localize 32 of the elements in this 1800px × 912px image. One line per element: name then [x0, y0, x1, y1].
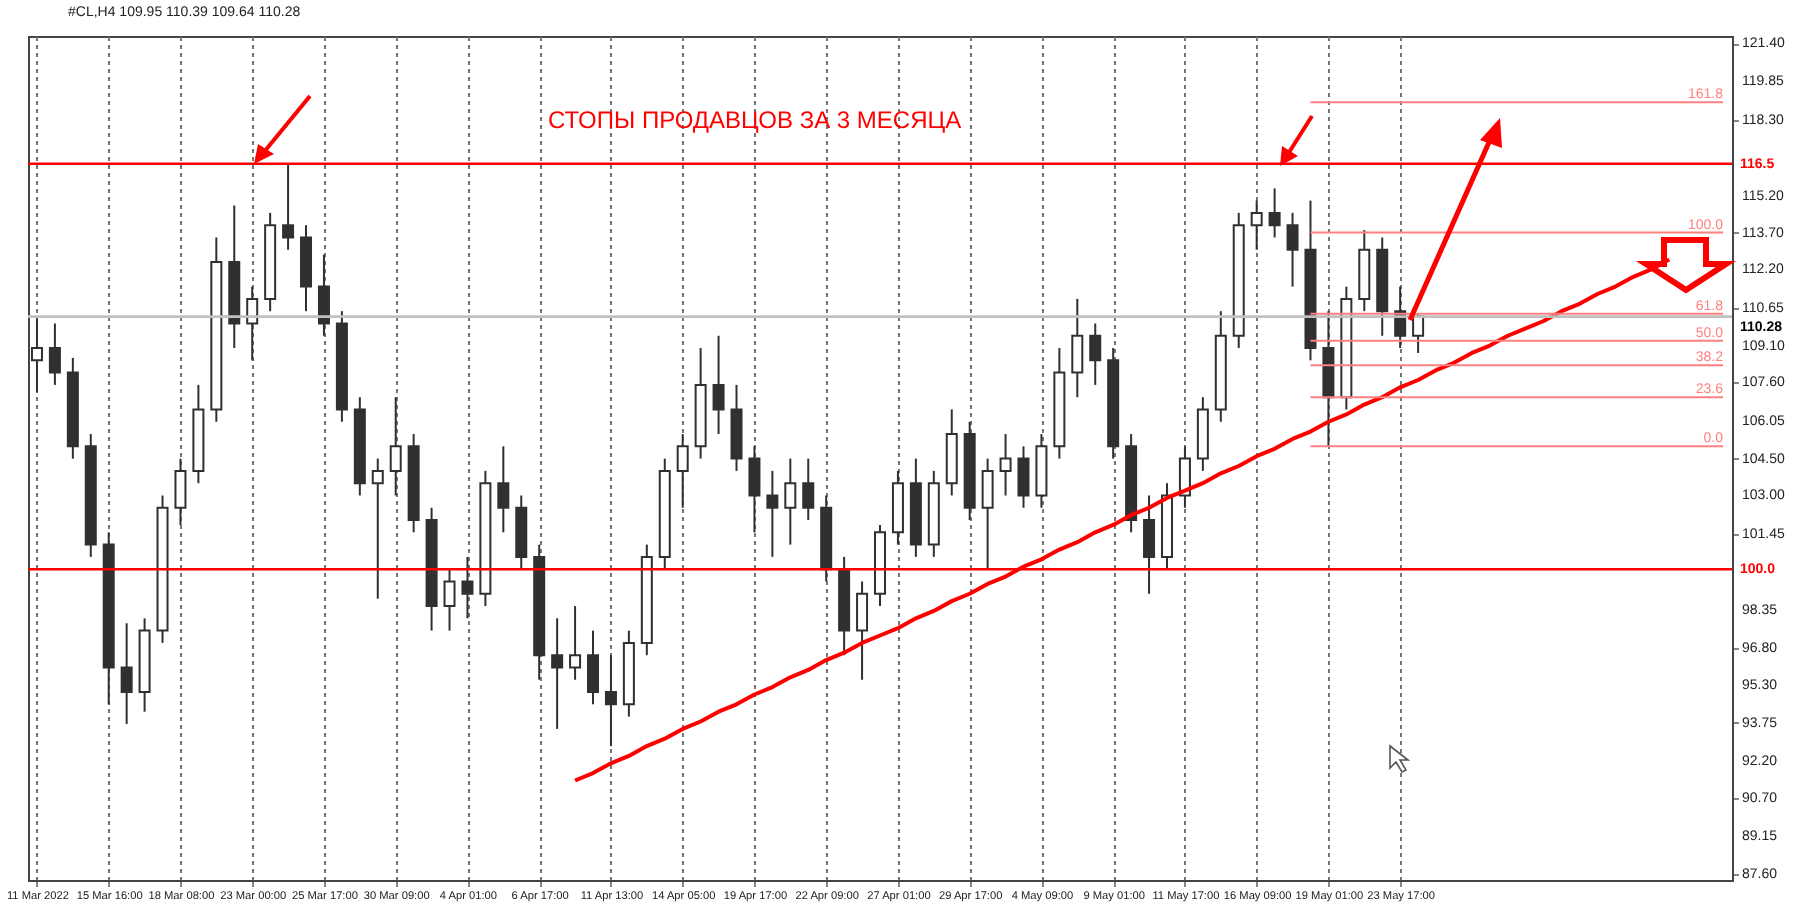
candlestick: [1286, 211, 1299, 288]
candlestick: [748, 445, 761, 534]
candlestick: [1250, 199, 1263, 251]
candlestick: [569, 605, 582, 681]
candlestick: [389, 396, 402, 497]
candlestick: [317, 253, 330, 337]
candlestick: [120, 622, 133, 725]
candlestick: [461, 555, 474, 620]
candlestick: [443, 568, 456, 632]
candlestick: [30, 317, 43, 394]
candlestick: [784, 457, 797, 546]
candlestick: [712, 334, 725, 436]
candlestick: [48, 322, 61, 386]
candlestick: [604, 654, 617, 748]
candlestick: [1268, 187, 1281, 239]
candlestick: [371, 457, 384, 600]
candlestick: [1017, 445, 1030, 509]
candlestick: [766, 469, 779, 558]
candlestick: [999, 433, 1012, 497]
candlestick: [551, 617, 564, 730]
candlestick: [802, 457, 815, 522]
candlestick: [981, 457, 994, 571]
annotation: СТОПЫ ПРОДАВЦОВ ЗА 3 МЕСЯЦА: [548, 106, 962, 134]
candlestick: [1071, 297, 1084, 399]
candlestick: [676, 433, 689, 509]
candlestick: [1089, 322, 1102, 386]
candlestick: [282, 162, 295, 251]
candlestick: [856, 580, 869, 681]
candlestick: [497, 445, 510, 534]
candlestick: [174, 457, 187, 526]
candlestick: [1143, 494, 1156, 595]
candlestick: [587, 629, 600, 706]
